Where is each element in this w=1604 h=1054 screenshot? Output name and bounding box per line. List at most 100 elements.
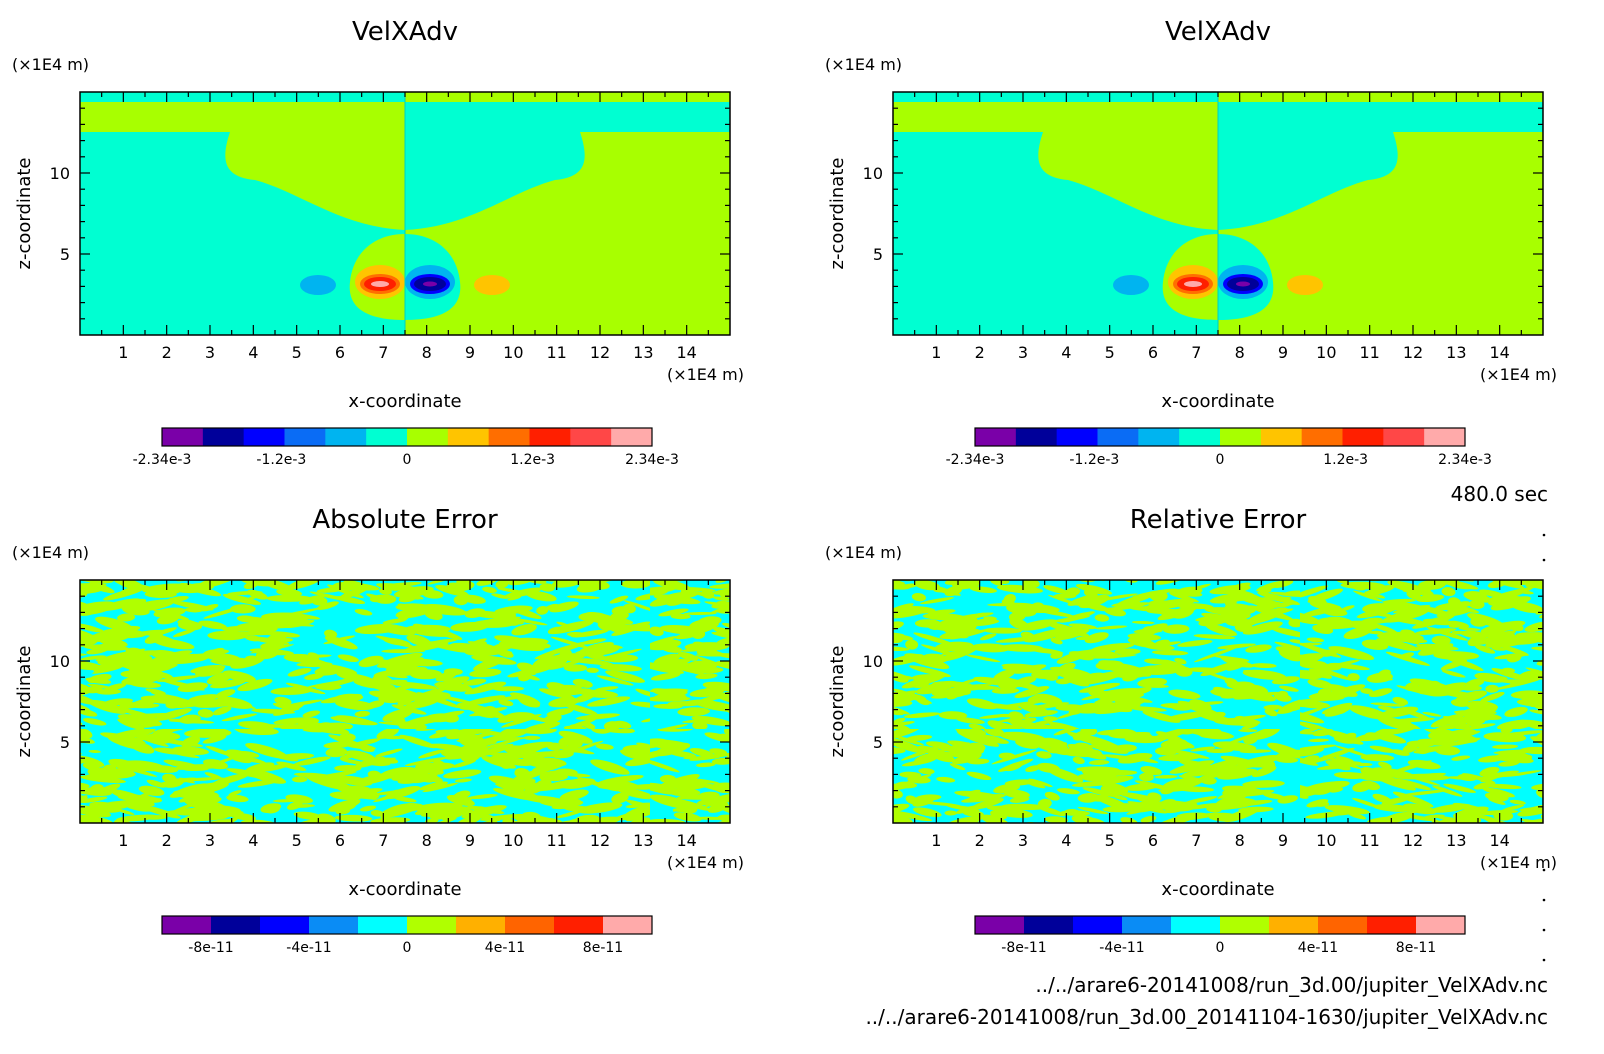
x-tick-label: 10 (1316, 831, 1336, 850)
colorbar-tick-label: -1.2e-3 (1069, 452, 1119, 468)
colorbar-tick-label: 8e-11 (1396, 940, 1436, 956)
x-tick-label: 4 (1061, 831, 1071, 850)
core-right-peak (423, 281, 437, 287)
x-unit-label: (×1E4 m) (1480, 853, 1557, 872)
x-tick-label: 8 (422, 343, 432, 362)
y-tick-label: 5 (60, 733, 70, 752)
x-unit-label: (×1E4 m) (667, 365, 744, 384)
x-tick-label: 8 (1235, 343, 1245, 362)
colorbar-tick-label: -8e-11 (188, 940, 233, 956)
colorbar-segment (1367, 916, 1417, 934)
x-tick-label: 1 (118, 831, 128, 850)
x-axis-label: x-coordinate (348, 879, 461, 900)
colorbar-segment (1383, 428, 1425, 446)
x-tick-label: 13 (633, 343, 653, 362)
colorbar-segment (162, 916, 212, 934)
colorbar-segment (366, 428, 408, 446)
panel-title: Relative Error (1130, 505, 1307, 535)
x-axis-label: x-coordinate (1161, 391, 1274, 412)
colorbar-segment (1318, 916, 1368, 934)
x-tick-label: 8 (1235, 831, 1245, 850)
colorbar-tick-label: -1.2e-3 (256, 452, 306, 468)
edge-dot (1542, 558, 1546, 562)
y-tick-label: 10 (50, 652, 70, 671)
colorbar-segment (447, 428, 490, 446)
field-bowl-left (1038, 132, 1218, 230)
colorbar-segment (202, 428, 245, 446)
colorbar-tick-label: 0 (1216, 940, 1225, 956)
x-tick-label: 11 (546, 343, 566, 362)
x-tick-label: 10 (503, 831, 523, 850)
y-unit-label: (×1E4 m) (825, 543, 902, 562)
x-tick-label: 2 (162, 343, 172, 362)
x-tick-label: 13 (1446, 831, 1466, 850)
x-axis-label: x-coordinate (348, 391, 461, 412)
colorbar-tick-label: -2.34e-3 (133, 452, 192, 468)
colorbar-segment (1179, 428, 1221, 446)
colorbar-tick-label: -4e-11 (1099, 940, 1144, 956)
colorbar-tick-label: 2.34e-3 (625, 452, 679, 468)
x-tick-label: 1 (931, 831, 941, 850)
x-tick-label: 14 (676, 831, 696, 850)
colorbar-segment (603, 916, 653, 934)
panel-title: Absolute Error (312, 505, 498, 535)
x-tick-label: 12 (590, 343, 610, 362)
chart-panel-3: Absolute Error(×1E4 m)1 2 3 4 5 6 7 8 9 10 11 12 13 1… (12, 505, 744, 956)
colorbar-frame (161, 427, 653, 447)
colorbar-segment (1269, 916, 1319, 934)
colorbar-tick-label: 2.34e-3 (1438, 452, 1492, 468)
colorbar-segment (488, 428, 530, 446)
y-tick-label: 10 (50, 164, 70, 183)
colorbar-segment (243, 428, 285, 446)
x-tick-label: 4 (248, 831, 258, 850)
colorbar-segment (611, 428, 653, 446)
colorbar-segment (407, 428, 449, 446)
x-unit-label: (×1E4 m) (1480, 365, 1557, 384)
panel-title: VelXAdv (1165, 17, 1271, 47)
chart-panel-2: VelXAdv(×1E4 m)1 2 3 4 5 6 7 8 9 10 11 12 13 14(×1E4 … (825, 17, 1557, 468)
colorbar-segment (1220, 428, 1262, 446)
edge-dot (1542, 958, 1546, 962)
colorbar-segment (1416, 916, 1466, 934)
x-tick-label: 6 (1148, 343, 1158, 362)
colorbar-tick-label: -4e-11 (286, 940, 331, 956)
y-axis-label: z-coordinate (14, 646, 35, 758)
x-tick-label: 11 (1359, 831, 1379, 850)
colorbar-tick-label: 0 (403, 452, 412, 468)
x-tick-label: 10 (503, 343, 523, 362)
colorbar-tick-label: -8e-11 (1001, 940, 1046, 956)
edge-dot (1542, 533, 1546, 537)
x-tick-label: 2 (975, 343, 985, 362)
colorbar-segment (260, 916, 310, 934)
x-tick-label: 1 (931, 343, 941, 362)
field-top-band-right (405, 102, 730, 132)
colorbar-segment (358, 916, 408, 934)
colorbar-segment (211, 916, 261, 934)
x-tick-label: 9 (465, 831, 475, 850)
colorbar-segment (456, 916, 506, 934)
colorbar-segment (1220, 916, 1270, 934)
field-bowl-right (405, 132, 585, 230)
colorbar-segment (162, 428, 204, 446)
x-tick-label: 11 (546, 831, 566, 850)
x-tick-label: 5 (1105, 831, 1115, 850)
core-left-peak (1184, 281, 1202, 287)
x-tick-label: 7 (378, 831, 388, 850)
x-tick-label: 12 (1403, 343, 1423, 362)
lobe-left-blue (1113, 275, 1149, 295)
colorbar-segment (284, 428, 326, 446)
colorbar-frame (974, 915, 1466, 935)
colorbar-segment (325, 428, 367, 446)
x-tick-label: 13 (1446, 343, 1466, 362)
x-axis-label: x-coordinate (1161, 879, 1274, 900)
x-tick-label: 7 (1191, 831, 1201, 850)
chart-panel-1: VelXAdv(×1E4 m)1 2 3 4 5 6 7 8 9 10 11 12 13 14(×1E4 … (12, 17, 744, 468)
core-left-peak (371, 281, 389, 287)
colorbar-segment (1073, 916, 1123, 934)
field-bowl-right (1218, 132, 1398, 230)
colorbar-segment (975, 916, 1025, 934)
colorbar-segment (529, 428, 571, 446)
x-tick-label: 11 (1359, 343, 1379, 362)
colorbar-segment (1097, 428, 1139, 446)
